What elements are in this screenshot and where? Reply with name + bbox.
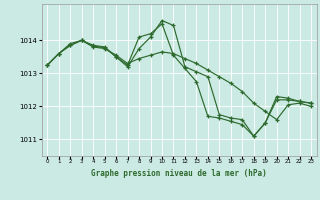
X-axis label: Graphe pression niveau de la mer (hPa): Graphe pression niveau de la mer (hPa) — [91, 169, 267, 178]
